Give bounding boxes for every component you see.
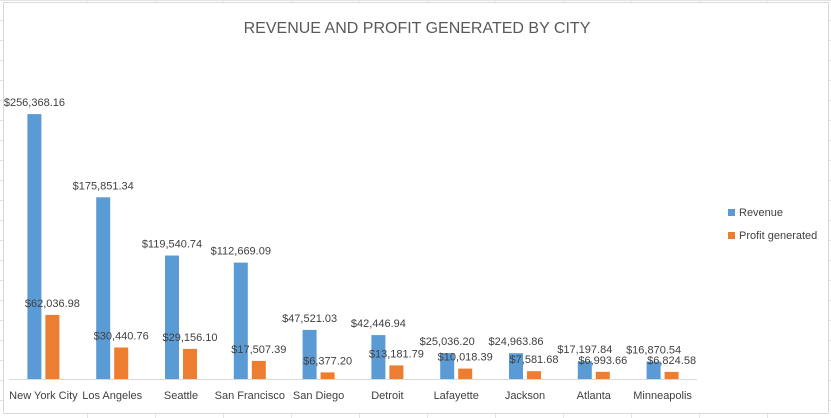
legend-label-2: Profit generated bbox=[739, 230, 817, 242]
revenue-bar-2[interactable] bbox=[96, 197, 111, 379]
category-label-6: Detroit bbox=[371, 390, 403, 402]
category-label-9: Atlanta bbox=[577, 390, 612, 402]
profit-data-label-10: $6,824.58 bbox=[647, 355, 696, 367]
revenue-data-label-2: $175,851.34 bbox=[73, 180, 134, 192]
revenue-bar-1[interactable] bbox=[27, 114, 42, 379]
profit-bar-5[interactable] bbox=[320, 372, 335, 379]
profit-bar-1[interactable] bbox=[45, 314, 60, 379]
revenue-data-label-1: $256,368.16 bbox=[4, 97, 65, 109]
category-label-8: Jackson bbox=[505, 390, 545, 402]
profit-data-label-2: $30,440.76 bbox=[94, 331, 149, 343]
revenue-bar-5[interactable] bbox=[302, 329, 317, 379]
profit-data-label-4: $17,507.39 bbox=[231, 344, 286, 356]
revenue-bar-10[interactable] bbox=[646, 361, 661, 379]
revenue-data-label-10: $16,870.54 bbox=[626, 345, 681, 357]
category-label-5: San Diego bbox=[293, 390, 344, 402]
profit-bar-2[interactable] bbox=[114, 347, 129, 380]
category-label-7: Lafayette bbox=[434, 390, 479, 402]
legend-swatch-1 bbox=[728, 209, 735, 216]
revenue-data-label-9: $17,197.84 bbox=[557, 344, 612, 356]
revenue-bar-6[interactable] bbox=[371, 335, 386, 379]
revenue-data-label-5: $47,521.03 bbox=[282, 313, 337, 325]
profit-bar-6[interactable] bbox=[389, 365, 404, 379]
profit-bar-4[interactable] bbox=[251, 360, 266, 379]
profit-bar-8[interactable] bbox=[527, 371, 541, 379]
profit-data-label-1: $62,036.98 bbox=[25, 298, 80, 310]
category-label-1: New York City bbox=[9, 390, 78, 402]
revenue-data-label-8: $24,963.86 bbox=[488, 336, 543, 348]
profit-data-label-9: $6,993.66 bbox=[578, 355, 627, 367]
profit-bar-9[interactable] bbox=[595, 371, 610, 379]
profit-data-label-7: $10,018.39 bbox=[438, 352, 493, 364]
category-label-4: San Francisco bbox=[215, 390, 285, 402]
revenue-bar-9[interactable] bbox=[577, 361, 592, 379]
category-label-2: Los Angeles bbox=[82, 390, 142, 402]
legend-swatch-2 bbox=[728, 232, 735, 239]
revenue-bar-4[interactable] bbox=[233, 262, 248, 379]
revenue-data-label-3: $119,540.74 bbox=[142, 239, 202, 251]
profit-data-label-3: $29,156.10 bbox=[162, 332, 217, 344]
category-label-3: Seattle bbox=[164, 390, 198, 402]
chart-title: REVENUE AND PROFIT GENERATED BY CITY bbox=[244, 20, 591, 37]
profit-bar-3[interactable] bbox=[183, 348, 197, 379]
profit-data-label-5: $6,377.20 bbox=[303, 355, 352, 367]
revenue-bar-3[interactable] bbox=[165, 255, 179, 380]
revenue-data-label-4: $112,669.09 bbox=[211, 246, 271, 258]
legend-label-1: Revenue bbox=[739, 207, 783, 219]
category-label-10: Minneapolis bbox=[633, 390, 692, 402]
revenue-data-label-7: $25,036.20 bbox=[420, 336, 475, 348]
bar-chart: REVENUE AND PROFIT GENERATED BY CITY $25… bbox=[4, 20, 817, 402]
profit-data-label-6: $13,181.79 bbox=[369, 348, 424, 360]
profit-bar-10[interactable] bbox=[664, 371, 679, 379]
revenue-data-label-6: $42,446.94 bbox=[351, 318, 406, 330]
profit-bar-7[interactable] bbox=[458, 368, 473, 379]
profit-data-label-8: $7,581.68 bbox=[510, 354, 559, 366]
revenue-bar-8[interactable] bbox=[509, 353, 523, 379]
chart-area[interactable]: REVENUE AND PROFIT GENERATED BY CITY $25… bbox=[3, 2, 829, 414]
revenue-bar-7[interactable] bbox=[440, 353, 455, 379]
